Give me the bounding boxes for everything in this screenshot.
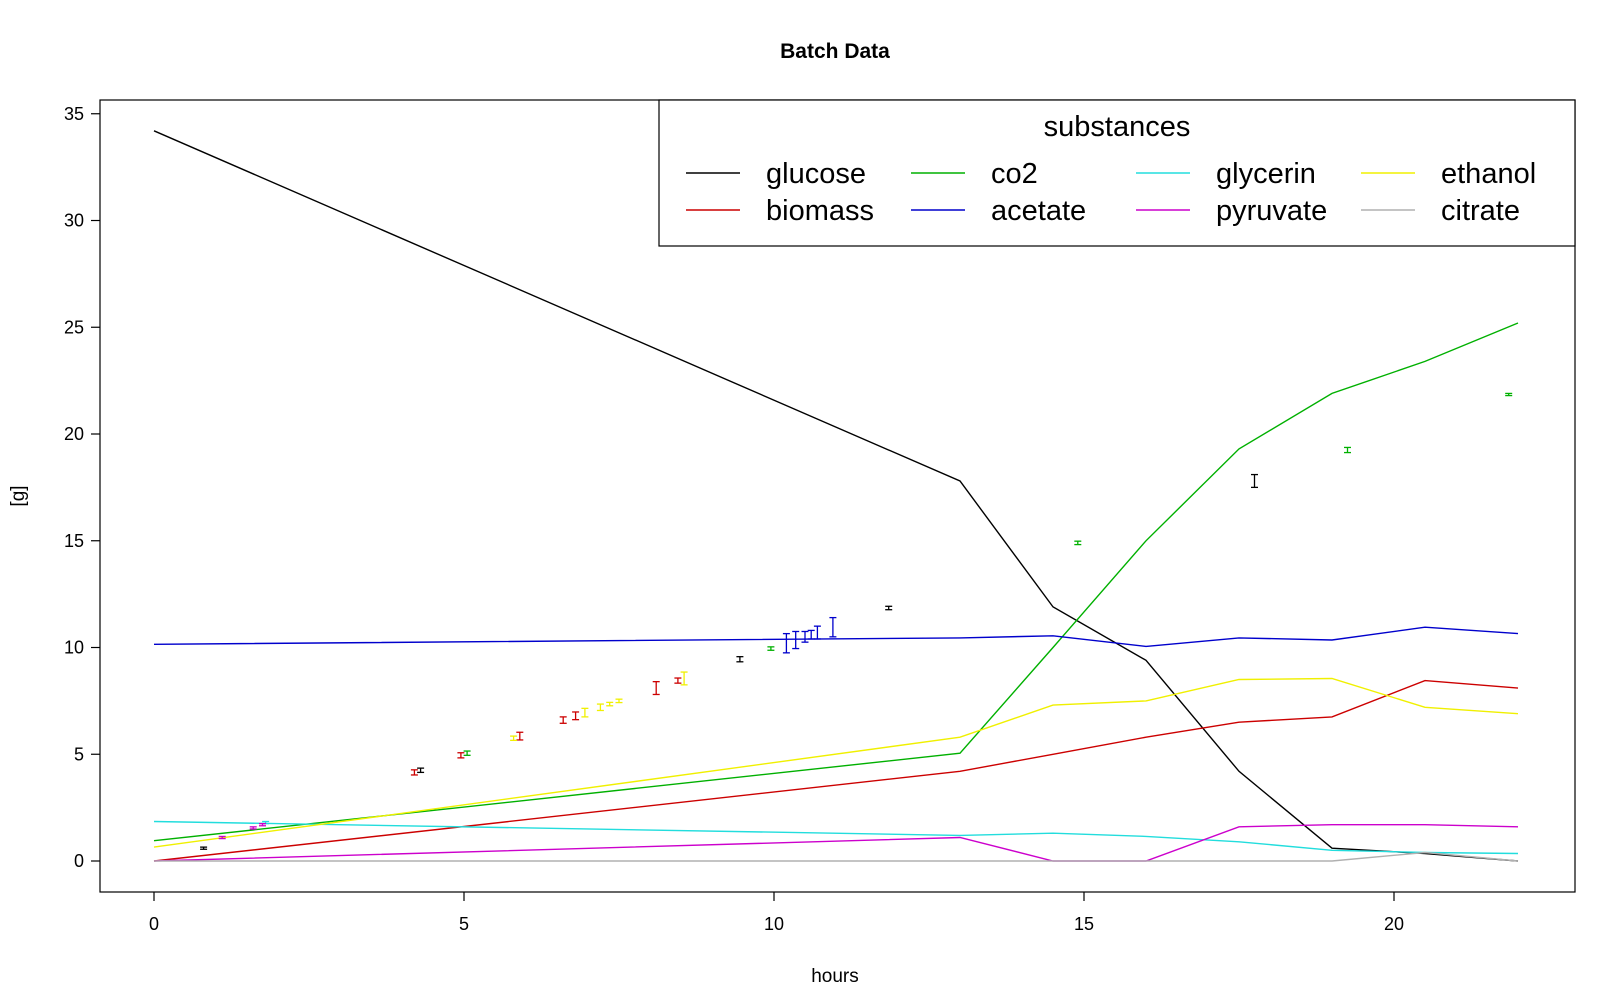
series-line-co2 xyxy=(153,322,1519,842)
x-tick-label: 5 xyxy=(459,914,469,934)
error-bar xyxy=(652,681,660,696)
error-bar xyxy=(417,767,425,774)
series-line-pyruvate xyxy=(153,824,1519,862)
y-tick-label: 15 xyxy=(64,531,84,551)
legend-label-biomass: biomass xyxy=(766,195,874,227)
series-line-glycerin xyxy=(153,820,1519,855)
error-bar xyxy=(410,769,418,776)
legend-title: substances xyxy=(1044,111,1191,143)
y-tick-label: 5 xyxy=(74,744,84,764)
error-bar xyxy=(200,846,208,850)
error-bar xyxy=(457,752,465,759)
x-tick-label: 15 xyxy=(1074,914,1094,934)
error-bar xyxy=(807,629,815,640)
error-bar xyxy=(1505,392,1513,397)
error-bar xyxy=(516,731,524,741)
x-tick-label: 10 xyxy=(764,914,784,934)
legend-box xyxy=(658,99,1576,247)
legend-label-pyruvate: pyruvate xyxy=(1216,195,1327,227)
x-axis: 0 5 10 15 20 xyxy=(149,892,1404,934)
error-bar xyxy=(1344,446,1351,454)
legend-label-glycerin: glycerin xyxy=(1216,158,1316,190)
y-tick-label: 20 xyxy=(64,424,84,444)
series-lines xyxy=(153,130,1519,862)
error-bars xyxy=(200,392,1513,850)
legend-label-citrate: citrate xyxy=(1441,195,1520,227)
error-bar xyxy=(1074,540,1082,546)
chart-title: Batch Data xyxy=(780,40,890,63)
error-bar xyxy=(615,698,623,704)
x-tick-label: 0 xyxy=(149,914,159,934)
error-bar xyxy=(1251,473,1258,489)
error-bar xyxy=(674,677,682,684)
error-bar xyxy=(559,716,567,724)
x-tick-label: 20 xyxy=(1384,914,1404,934)
legend-label-co2: co2 xyxy=(991,158,1038,190)
legend-label-acetate: acetate xyxy=(991,195,1086,227)
legend: substances glucose biomass co2 acetate glyce… xyxy=(658,99,1576,247)
error-bar xyxy=(792,630,800,650)
y-tick-label: 35 xyxy=(64,104,84,124)
y-tick-label: 0 xyxy=(74,851,84,871)
error-bar xyxy=(259,822,266,827)
error-bar xyxy=(736,656,744,663)
error-bar xyxy=(596,703,604,712)
error-bar xyxy=(813,625,821,640)
y-tick-label: 25 xyxy=(64,317,84,337)
y-axis: 0 5 10 15 20 25 30 35 xyxy=(64,104,100,871)
error-bar xyxy=(249,826,257,830)
error-bar xyxy=(767,646,775,651)
error-bar xyxy=(782,632,790,654)
error-bar xyxy=(680,671,688,686)
series-line-acetate xyxy=(153,626,1519,648)
series-line-biomass xyxy=(153,679,1519,862)
x-axis-title: hours xyxy=(811,966,859,987)
error-bar xyxy=(829,616,837,638)
error-bar xyxy=(581,707,589,718)
error-bar xyxy=(606,701,614,707)
error-bar xyxy=(463,750,471,756)
error-bar xyxy=(572,711,580,721)
legend-label-glucose: glucose xyxy=(766,158,866,190)
series-line-ethanol xyxy=(153,677,1519,848)
y-tick-label: 10 xyxy=(64,638,84,658)
legend-label-ethanol: ethanol xyxy=(1441,158,1536,190)
error-bar xyxy=(885,605,893,611)
error-bar xyxy=(510,735,518,742)
y-axis-title: [g] xyxy=(8,485,29,506)
y-tick-label: 30 xyxy=(64,211,84,231)
error-bar xyxy=(801,630,809,643)
error-bar xyxy=(218,835,226,840)
series-line-citrate xyxy=(154,851,1519,862)
